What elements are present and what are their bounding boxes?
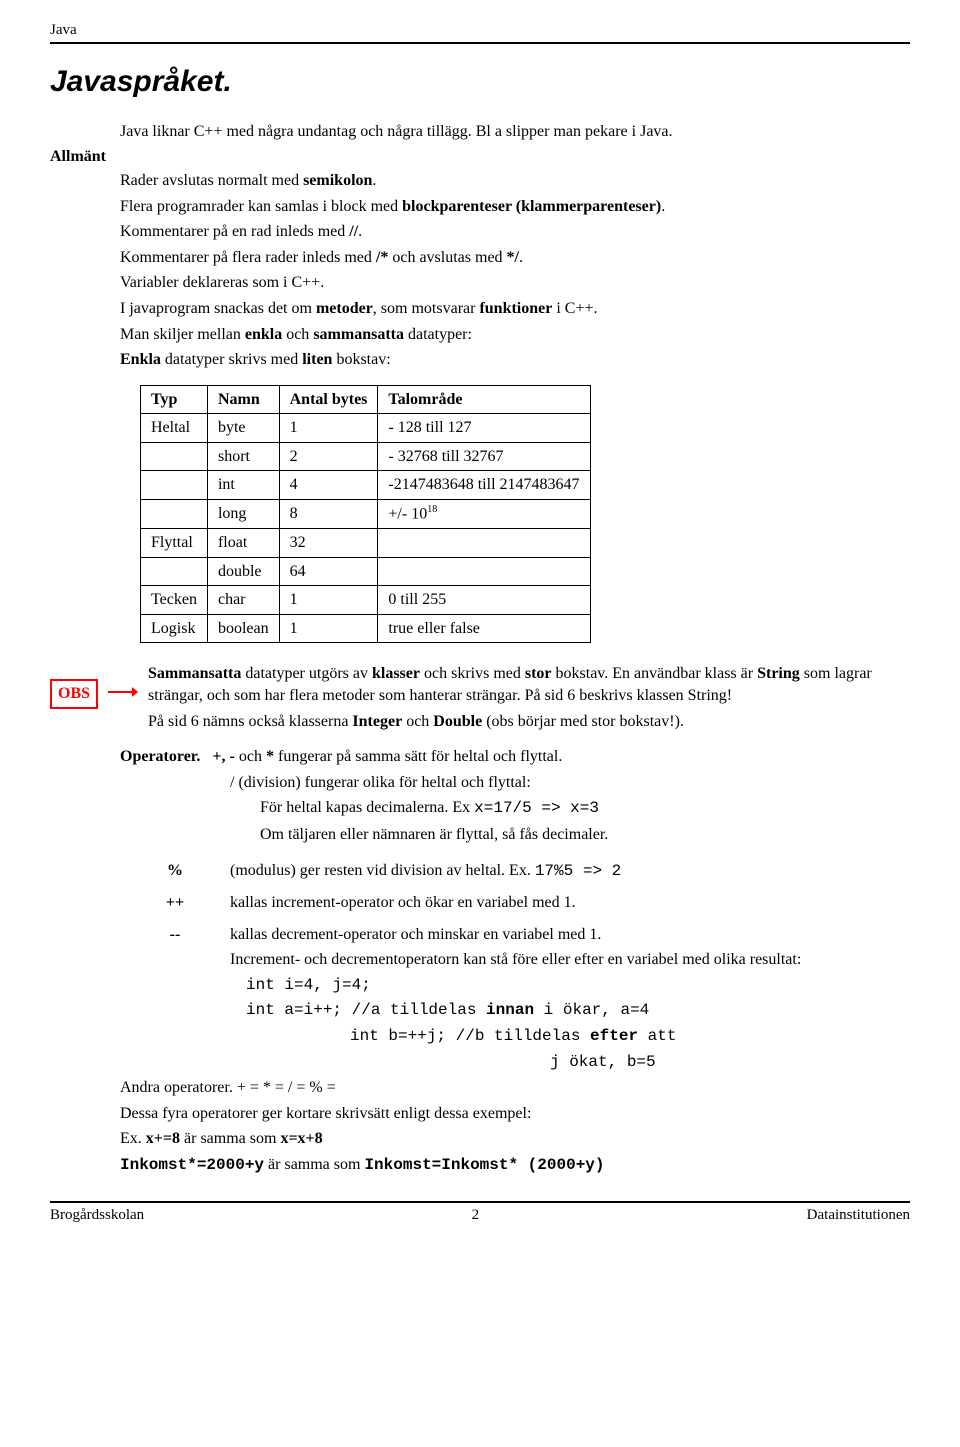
obs-text-block: Sammansatta datatyper utgörs av klasser … xyxy=(148,663,910,736)
operators-other-1: Andra operatorer. + = * = / = % = xyxy=(120,1077,910,1099)
operators-line-3: För heltal kapas decimalerna. Ex x=17/5 … xyxy=(260,797,910,820)
header-left: Java xyxy=(50,20,77,40)
table-row: Tecken char 1 0 till 255 xyxy=(141,586,591,615)
allmant-line-2: Flera programrader kan samlas i block me… xyxy=(120,196,910,218)
operators-block: Operatorer. +, - och * fungerar på samma… xyxy=(120,746,910,1177)
col-bytes: Antal bytes xyxy=(279,385,378,414)
intro-block: Java liknar C++ med några undantag och n… xyxy=(120,121,910,143)
datatypes-table: Typ Namn Antal bytes Talområde Heltal by… xyxy=(140,385,591,644)
table-row: Flyttal float 32 xyxy=(141,528,591,557)
footer-page-number: 2 xyxy=(472,1205,480,1225)
table-row: Logisk boolean 1 true eller false xyxy=(141,614,591,643)
allmant-line-3: Kommentarer på en rad inleds med //. xyxy=(120,221,910,243)
col-namn: Namn xyxy=(207,385,279,414)
page-title: Javaspråket. xyxy=(50,62,910,103)
operators-other-2: Dessa fyra operatorer ger kortare skrivs… xyxy=(120,1103,910,1125)
table-row: long 8 +/- 1018 xyxy=(141,500,591,529)
table-header-row: Typ Namn Antal bytes Talområde xyxy=(141,385,591,414)
intro-text: Java liknar C++ med några undantag och n… xyxy=(120,121,910,143)
operators-decrement: -- kallas decrement-operator och minskar… xyxy=(120,924,910,1078)
operators-line-2: / (division) fungerar olika för heltal o… xyxy=(230,772,910,794)
operators-increment: ++ kallas increment-operator och ökar en… xyxy=(120,892,910,914)
footer-right: Datainstitutionen xyxy=(807,1205,910,1225)
page-header: Java xyxy=(50,20,910,44)
operators-modulus: % (modulus) ger resten vid division av h… xyxy=(120,860,910,883)
table-row: double 64 xyxy=(141,557,591,586)
col-range: Talområde xyxy=(378,385,590,414)
allmant-block: Rader avslutas normalt med semikolon. Fl… xyxy=(120,170,910,643)
allmant-line-6: I javaprogram snackas det om metoder, so… xyxy=(120,298,910,320)
operators-line-1: Operatorer. +, - och * fungerar på samma… xyxy=(120,746,910,768)
operators-line-4: Om täljaren eller nämnaren är flyttal, s… xyxy=(260,824,910,846)
code-line-1: int i=4, j=4; xyxy=(246,975,910,997)
table-row: short 2 - 32768 till 32767 xyxy=(141,442,591,471)
obs-paragraph-2: På sid 6 nämns också klasserna Integer o… xyxy=(148,711,910,733)
code-line-4: j ökat, b=5 xyxy=(550,1052,910,1074)
table-row: Heltal byte 1 - 128 till 127 xyxy=(141,414,591,443)
col-typ: Typ xyxy=(141,385,208,414)
operators-other-3: Ex. x+=8 är samma som x=x+8 xyxy=(120,1128,910,1150)
obs-badge: OBS xyxy=(50,679,98,709)
operators-other-4: Inkomst*=2000+y är samma som Inkomst=Ink… xyxy=(120,1154,910,1177)
table-row: int 4 -2147483648 till 2147483647 xyxy=(141,471,591,500)
code-line-2: int a=i++; //a tilldelas innan i ökar, a… xyxy=(246,1000,910,1022)
allmant-line-4: Kommentarer på flera rader inleds med /*… xyxy=(120,247,910,269)
arrow-right-icon xyxy=(108,685,138,699)
allmant-line-1: Rader avslutas normalt med semikolon. xyxy=(120,170,910,192)
allmant-line-5: Variabler deklareras som i C++. xyxy=(120,272,910,294)
obs-section: OBS Sammansatta datatyper utgörs av klas… xyxy=(50,663,910,736)
footer-left: Brogårdsskolan xyxy=(50,1205,144,1225)
allmant-line-7: Man skiljer mellan enkla och sammansatta… xyxy=(120,324,910,346)
page-footer: Brogårdsskolan 2 Datainstitutionen xyxy=(50,1201,910,1225)
allmant-line-8: Enkla datatyper skrivs med liten bokstav… xyxy=(120,349,910,371)
obs-paragraph-1: Sammansatta datatyper utgörs av klasser … xyxy=(148,663,910,706)
section-allmant-heading: Allmänt xyxy=(50,146,910,168)
code-line-3: int b=++j; //b tilldelas efter att xyxy=(350,1026,910,1048)
